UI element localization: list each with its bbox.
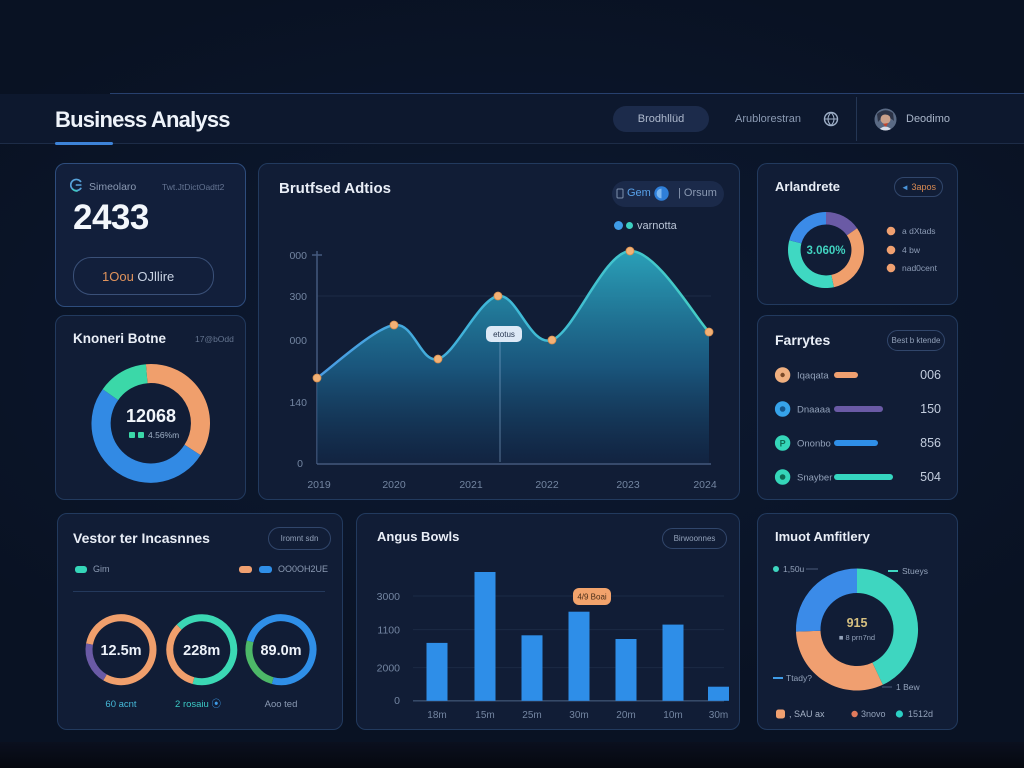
svg-text:1100: 1100 — [377, 625, 400, 637]
svg-text:2019: 2019 — [307, 479, 331, 491]
svg-text:15m: 15m — [475, 710, 494, 721]
svg-text:Aoo ted: Aoo ted — [265, 699, 298, 710]
svg-text:Dnaaaa: Dnaaaa — [797, 405, 831, 416]
svg-text:915: 915 — [847, 616, 868, 630]
svg-text:2022: 2022 — [535, 479, 559, 491]
svg-text:12.5m: 12.5m — [100, 643, 141, 659]
svg-text:10m: 10m — [663, 710, 682, 721]
svg-text:P: P — [780, 439, 786, 449]
svg-text:000: 000 — [289, 335, 307, 347]
svg-text:etotus: etotus — [493, 330, 515, 339]
svg-text:89.0m: 89.0m — [260, 643, 301, 659]
svg-text:0: 0 — [297, 458, 303, 470]
svg-text:25m: 25m — [522, 710, 541, 721]
svg-text:1,50u: 1,50u — [783, 564, 805, 574]
svg-text:60 acnt: 60 acnt — [105, 699, 137, 710]
svg-text:006: 006 — [920, 368, 941, 382]
svg-text:■ 8 prn7nd: ■ 8 prn7nd — [839, 633, 875, 642]
svg-text:Stueys: Stueys — [902, 566, 928, 576]
svg-text:856: 856 — [920, 436, 941, 450]
svg-text:228m: 228m — [183, 643, 220, 659]
svg-text:3novo: 3novo — [861, 709, 886, 719]
svg-text:, SAU ax: , SAU ax — [789, 709, 825, 719]
svg-text:2021: 2021 — [459, 479, 483, 491]
svg-text:Ononbo: Ononbo — [797, 439, 831, 450]
svg-text:30m: 30m — [569, 710, 588, 721]
svg-text:0: 0 — [394, 695, 400, 707]
svg-text:Iqaqata: Iqaqata — [797, 371, 829, 382]
svg-text:140: 140 — [289, 397, 307, 409]
svg-text:4/9 Boai: 4/9 Boai — [577, 593, 607, 602]
svg-text:2023: 2023 — [616, 479, 640, 491]
svg-text:2024: 2024 — [693, 479, 717, 491]
svg-text:Ttady?: Ttady? — [786, 673, 812, 683]
svg-text:nad0cent: nad0cent — [902, 263, 938, 273]
svg-text:4 bw: 4 bw — [902, 245, 921, 255]
svg-text:Snayber: Snayber — [797, 473, 832, 484]
svg-text:000: 000 — [289, 250, 307, 262]
svg-text:4.56%m: 4.56%m — [148, 430, 179, 440]
svg-text:a dXtads: a dXtads — [902, 226, 936, 236]
svg-text:2000: 2000 — [377, 663, 401, 675]
svg-text:2020: 2020 — [382, 479, 406, 491]
svg-text:3.060%: 3.060% — [806, 245, 845, 257]
svg-text:12068: 12068 — [126, 406, 176, 426]
svg-text:150: 150 — [920, 402, 941, 416]
svg-text:2 rosaiu ⦿: 2 rosaiu ⦿ — [175, 699, 221, 710]
svg-text:300: 300 — [289, 291, 307, 303]
svg-text:3000: 3000 — [377, 591, 401, 603]
svg-text:1 Bew: 1 Bew — [896, 682, 920, 692]
svg-text:1512d: 1512d — [908, 709, 933, 719]
svg-text:504: 504 — [920, 470, 941, 484]
svg-text:30m: 30m — [709, 710, 728, 721]
svg-text:20m: 20m — [616, 710, 635, 721]
svg-text:18m: 18m — [427, 710, 446, 721]
